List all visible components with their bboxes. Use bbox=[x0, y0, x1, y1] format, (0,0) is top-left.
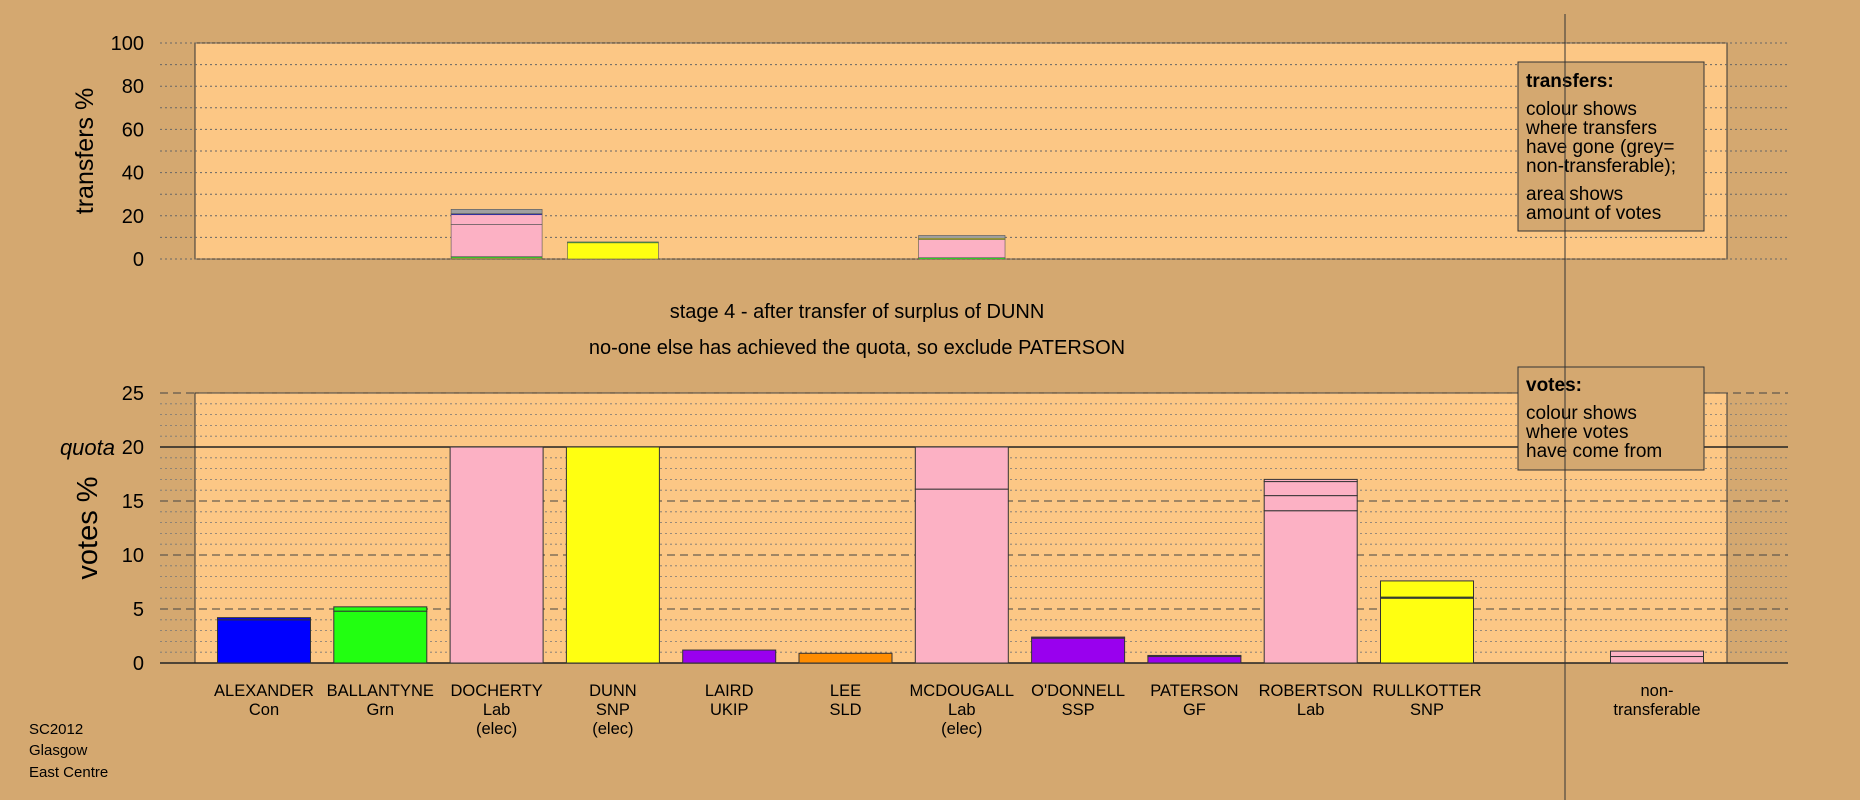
candidate-party-label: SNP bbox=[1410, 701, 1444, 719]
candidate-name-label: BALLANTYNE bbox=[327, 682, 434, 700]
transfers-bar-segment bbox=[918, 239, 1006, 259]
transfers-legend-box bbox=[1517, 61, 1705, 232]
transfers-legend-line: have gone (grey= bbox=[1526, 137, 1674, 158]
quota-label: quota bbox=[60, 435, 115, 460]
candidate-party-label: UKIP bbox=[710, 701, 749, 719]
footer-line-1: SC2012 bbox=[29, 721, 83, 738]
votes-bar-segment bbox=[217, 617, 311, 621]
votes-bar-segment bbox=[217, 619, 311, 664]
votes-bar-segment bbox=[1031, 636, 1126, 639]
transfers-y-tick-label: 20 bbox=[122, 206, 144, 228]
votes-bar-segment bbox=[798, 652, 893, 664]
votes-y-tick-label: 0 bbox=[133, 653, 144, 675]
candidate-party-label: SNP bbox=[596, 701, 630, 719]
candidate-name-label: RULLKOTTER bbox=[1372, 682, 1481, 700]
votes-legend-line: where votes bbox=[1525, 422, 1628, 443]
candidate-party-label: Lab bbox=[948, 701, 976, 719]
transfers-legend-line: colour shows bbox=[1526, 99, 1637, 120]
votes-bar-segment bbox=[449, 446, 544, 664]
transfers-bar-segment bbox=[450, 224, 543, 257]
votes-bar-segment bbox=[1263, 495, 1358, 512]
candidate-name-label: LAIRD bbox=[705, 682, 754, 700]
votes-bar-segment bbox=[1147, 654, 1242, 658]
transfers-y-tick-label: 60 bbox=[122, 119, 144, 141]
transfers-legend-line: area shows bbox=[1526, 184, 1623, 205]
votes-legend-line: colour shows bbox=[1526, 403, 1637, 424]
footer-line-2: Glasgow bbox=[29, 742, 88, 759]
votes-bar-segment bbox=[1031, 637, 1126, 664]
votes-y-tick-label: 20 bbox=[122, 437, 144, 459]
votes-bar-segment bbox=[682, 649, 777, 664]
votes-bar-segment bbox=[565, 446, 660, 664]
candidate-party-label: SSP bbox=[1062, 701, 1095, 719]
stage-title: stage 4 - after transfer of surplus of D… bbox=[670, 301, 1045, 323]
candidate-party-label: GF bbox=[1183, 701, 1206, 719]
transfers-y-tick-label: 80 bbox=[122, 76, 144, 98]
candidate-elected-label: (elec) bbox=[476, 720, 517, 738]
transfers-y-tick-label: 100 bbox=[111, 33, 144, 55]
candidate-name-label: LEE bbox=[830, 682, 861, 700]
transfers-panel: 0 20 40 60 80 100 transfers % transfers: colour … bbox=[71, 33, 1788, 271]
candidate-party-label: SLD bbox=[829, 701, 861, 719]
candidate-name-label: O'DONNELL bbox=[1031, 682, 1125, 700]
votes-y-axis-label: votes % bbox=[72, 476, 104, 579]
votes-bar-segment bbox=[1263, 481, 1358, 497]
votes-bar-segment bbox=[1380, 580, 1474, 598]
transfers-bar-segment bbox=[567, 241, 659, 244]
votes-bar-segment bbox=[1380, 597, 1474, 664]
nontransferable-label-line1: non- bbox=[1640, 682, 1673, 700]
votes-bar-segment bbox=[1610, 656, 1704, 664]
votes-y-tick-label: 25 bbox=[122, 383, 144, 405]
candidate-name-label: MCDOUGALL bbox=[910, 682, 1015, 700]
transfers-legend-line: amount of votes bbox=[1526, 203, 1661, 224]
votes-bar-segment bbox=[1610, 650, 1704, 658]
candidate-party-label: Con bbox=[249, 701, 279, 719]
transfers-legend-line: non-transferable); bbox=[1526, 156, 1676, 177]
candidate-name-label: ROBERTSON bbox=[1259, 682, 1363, 700]
transfers-bar-segment bbox=[918, 235, 1006, 239]
transfers-bar-segment bbox=[450, 214, 543, 225]
candidate-party-label: Lab bbox=[1297, 701, 1325, 719]
votes-bar-segment bbox=[1263, 478, 1358, 483]
transfers-bar-segment bbox=[567, 242, 659, 260]
candidate-name-label: DUNN bbox=[589, 682, 637, 700]
votes-y-tick-label: 15 bbox=[122, 491, 144, 513]
candidate-party-label: Grn bbox=[367, 701, 395, 719]
votes-y-tick-label: 10 bbox=[122, 545, 144, 567]
nontransferable-label-line2: transferable bbox=[1613, 701, 1700, 719]
transfers-legend-title: transfers: bbox=[1526, 71, 1614, 92]
transfers-y-tick-label: 40 bbox=[122, 163, 144, 185]
candidate-elected-label: (elec) bbox=[941, 720, 982, 738]
votes-legend-box bbox=[1517, 366, 1705, 471]
votes-bar-segment bbox=[1147, 656, 1242, 664]
votes-legend-line: have come from bbox=[1526, 441, 1662, 462]
votes-bar-segment bbox=[333, 610, 428, 664]
transfers-y-tick-label: 0 bbox=[133, 249, 144, 271]
transfers-legend-line: where transfers bbox=[1525, 118, 1657, 139]
footer-line-3: East Centre bbox=[29, 764, 108, 781]
votes-legend-title: votes: bbox=[1526, 375, 1582, 396]
transfers-y-axis-label: transfers % bbox=[71, 88, 99, 214]
votes-bar-segment bbox=[914, 488, 1009, 664]
votes-bar-segment bbox=[914, 446, 1009, 490]
candidate-name-label: DOCHERTY bbox=[450, 682, 542, 700]
candidate-elected-label: (elec) bbox=[592, 720, 633, 738]
candidate-name-label: PATERSON bbox=[1150, 682, 1238, 700]
transfers-bar-segment bbox=[450, 209, 543, 214]
stage-subtitle: no-one else has achieved the quota, so e… bbox=[589, 337, 1125, 359]
candidate-party-label: Lab bbox=[483, 701, 511, 719]
votes-bar-segment bbox=[333, 606, 428, 612]
votes-bar-segment bbox=[1263, 510, 1358, 664]
candidate-name-label: ALEXANDER bbox=[214, 682, 314, 700]
votes-y-tick-label: 5 bbox=[133, 599, 144, 621]
